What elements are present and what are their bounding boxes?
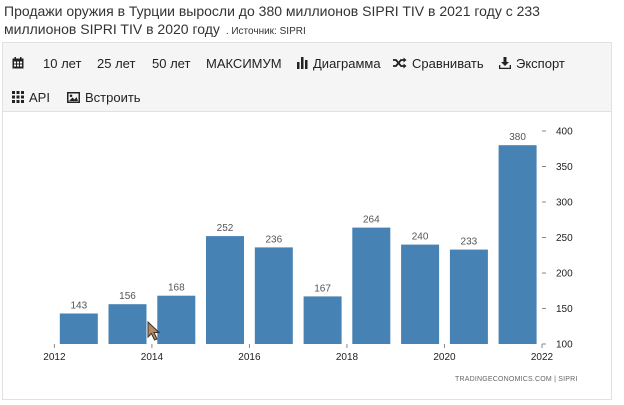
bar-value-label: 240 bbox=[412, 232, 429, 243]
y-tick-label: 350 bbox=[556, 162, 573, 173]
chart-type-label: Диаграмма bbox=[313, 55, 381, 71]
y-tick-label: 200 bbox=[556, 269, 573, 280]
grid-icon bbox=[12, 91, 24, 103]
title-text: Продажи оружия в Турции выросли до 380 м… bbox=[4, 3, 540, 37]
image-icon bbox=[67, 91, 80, 103]
y-tick-label: 250 bbox=[556, 233, 573, 244]
bar-value-label: 252 bbox=[217, 223, 234, 234]
api-button[interactable]: API bbox=[12, 88, 50, 106]
bar-value-label: 156 bbox=[119, 291, 136, 302]
range-25y-button[interactable]: 25 лет bbox=[97, 55, 136, 71]
x-tick-label: 2016 bbox=[238, 352, 261, 363]
calendar-button[interactable] bbox=[12, 54, 29, 72]
download-icon bbox=[499, 57, 511, 69]
chart-title: Продажи оружия в Турции выросли до 380 м… bbox=[4, 2, 616, 41]
bar-value-label: 264 bbox=[363, 215, 380, 226]
range-10y-button[interactable]: 10 лет bbox=[43, 55, 82, 71]
compare-label: Сравнивать bbox=[412, 55, 484, 71]
bar-2017[interactable] bbox=[303, 296, 342, 344]
y-tick-label: 100 bbox=[556, 340, 573, 351]
bar-value-label: 168 bbox=[168, 283, 185, 294]
bar-2012[interactable] bbox=[59, 313, 98, 345]
x-tick-label: 2012 bbox=[43, 352, 66, 363]
bar-2014[interactable] bbox=[157, 295, 196, 344]
chart-credit: TRADINGECONOMICS.COM | SIPRI bbox=[455, 376, 578, 383]
x-tick-label: 2022 bbox=[531, 352, 554, 363]
x-tick-label: 2018 bbox=[336, 352, 359, 363]
y-tick-label: 400 bbox=[556, 127, 573, 138]
y-tick-label: 150 bbox=[556, 304, 573, 315]
range-50y-button[interactable]: 50 лет bbox=[152, 55, 191, 71]
bar-chart-icon bbox=[297, 57, 308, 69]
bar-2018[interactable] bbox=[352, 227, 391, 344]
mouse-cursor-icon bbox=[147, 321, 161, 341]
chart-type-button[interactable]: Диаграмма bbox=[297, 54, 381, 72]
y-tick-label: 300 bbox=[556, 198, 573, 209]
bar-value-label: 143 bbox=[70, 301, 87, 312]
bar-2015[interactable] bbox=[206, 236, 244, 344]
bar-value-label: 380 bbox=[509, 132, 526, 143]
x-tick-label: 2020 bbox=[433, 352, 456, 363]
bar-2016[interactable] bbox=[254, 247, 293, 344]
source-note: . Источник: SIPRI bbox=[225, 26, 306, 37]
chart-toolbar: 10 лет 25 лет 50 лет МАКСИМУМ Диаграмма … bbox=[2, 42, 612, 112]
export-button[interactable]: Экспорт bbox=[499, 54, 565, 72]
embed-button[interactable]: Встроить bbox=[67, 88, 141, 106]
bar-value-label: 167 bbox=[314, 283, 331, 294]
embed-label: Встроить bbox=[85, 89, 141, 105]
x-tick-label: 2014 bbox=[141, 352, 164, 363]
bar-2013[interactable] bbox=[108, 304, 147, 344]
bar-value-label: 233 bbox=[461, 237, 478, 248]
shuffle-icon bbox=[393, 57, 407, 69]
api-label: API bbox=[29, 89, 50, 105]
export-label: Экспорт bbox=[516, 55, 565, 71]
calendar-icon bbox=[12, 57, 24, 69]
bar-2021[interactable] bbox=[498, 145, 537, 344]
compare-button[interactable]: Сравнивать bbox=[393, 54, 484, 72]
bar-value-label: 236 bbox=[265, 234, 282, 245]
bar-2019[interactable] bbox=[401, 244, 440, 344]
bar-2020[interactable] bbox=[449, 249, 488, 344]
range-max-button[interactable]: МАКСИМУМ bbox=[206, 55, 282, 71]
